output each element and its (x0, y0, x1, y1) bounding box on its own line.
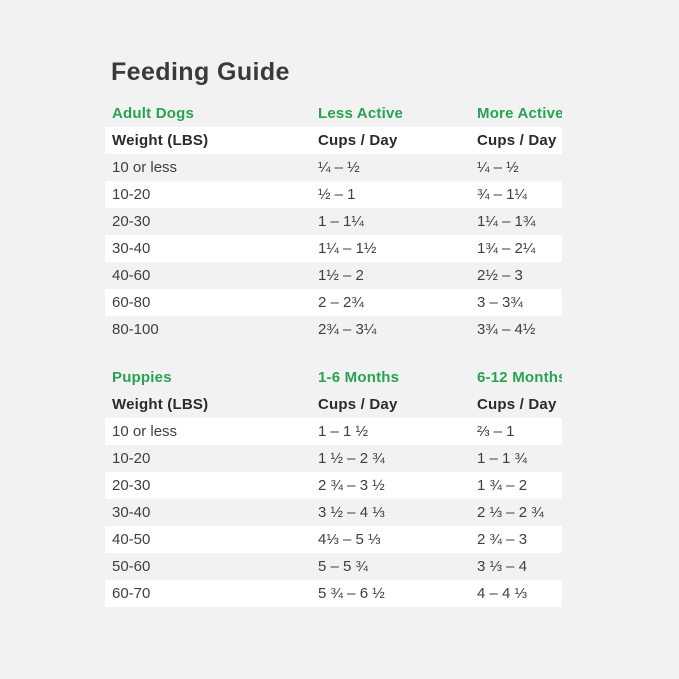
adult-section-header-row: Adult Dogs Less Active More Active (105, 100, 562, 127)
weight-cell: 40-50 (112, 531, 151, 548)
weight-cell: 20-30 (112, 477, 151, 494)
cups-cell: 3 – 3¾ (477, 294, 523, 311)
cups-cell: 2 ⅓ – 2 ¾ (477, 504, 544, 521)
weight-cell: 30-40 (112, 240, 151, 257)
table-row: 80-100 2¾ – 3¼ 3¾ – 4½ (105, 316, 562, 343)
cups-column-header: Cups / Day (477, 132, 557, 149)
cups-cell: ¼ – ½ (477, 159, 519, 176)
cups-cell: 1 – 1 ¾ (477, 450, 528, 467)
cups-cell: 1¼ – 1¾ (477, 213, 536, 230)
table-row: 40-50 4⅓ – 5 ⅓ 2 ¾ – 3 (105, 526, 562, 553)
puppy-column-header-row: Weight (LBS) Cups / Day Cups / Day (105, 391, 562, 418)
cups-cell: 1¼ – 1½ (318, 240, 377, 257)
table-row: 10-20 ½ – 1 ¾ – 1¼ (105, 181, 562, 208)
table-row: 20-30 1 – 1¼ 1¼ – 1¾ (105, 208, 562, 235)
cups-cell: 3 ½ – 4 ⅓ (318, 504, 385, 521)
table-row: 10-20 1 ½ – 2 ¾ 1 – 1 ¾ (105, 445, 562, 472)
cups-cell: 1½ – 2 (318, 267, 364, 284)
cups-cell: 4⅓ – 5 ⅓ (318, 531, 381, 548)
cups-cell: 2½ – 3 (477, 267, 523, 284)
table-row: 30-40 3 ½ – 4 ⅓ 2 ⅓ – 2 ¾ (105, 499, 562, 526)
weight-column-header: Weight (LBS) (112, 396, 209, 413)
table-row: 10 or less ¼ – ½ ¼ – ½ (105, 154, 562, 181)
weight-cell: 10-20 (112, 186, 151, 203)
table-row: 10 or less 1 – 1 ½ ⅔ – 1 (105, 418, 562, 445)
weight-cell: 60-70 (112, 585, 151, 602)
puppy-section-title: Puppies (112, 369, 172, 386)
weight-cell: 40-60 (112, 267, 151, 284)
weight-cell: 50-60 (112, 558, 151, 575)
cups-cell: 2 – 2¾ (318, 294, 364, 311)
cups-cell: ¼ – ½ (318, 159, 360, 176)
cups-cell: 3 ⅓ – 4 (477, 558, 528, 575)
adult-dogs-table: Adult Dogs Less Active More Active Weigh… (105, 100, 562, 343)
months-6-12-header: 6-12 Months (477, 369, 562, 386)
cups-cell: ⅔ – 1 (477, 423, 515, 440)
cups-cell: 2 ¾ – 3 (477, 531, 528, 548)
table-row: 40-60 1½ – 2 2½ – 3 (105, 262, 562, 289)
cups-cell: 2 ¾ – 3 ½ (318, 477, 385, 494)
adult-section-title: Adult Dogs (112, 105, 194, 122)
cups-cell: 1 – 1¼ (318, 213, 364, 230)
weight-cell: 30-40 (112, 504, 151, 521)
cups-cell: 3¾ – 4½ (477, 321, 536, 338)
more-active-header: More Active (477, 105, 562, 122)
table-row: 60-80 2 – 2¾ 3 – 3¾ (105, 289, 562, 316)
weight-cell: 20-30 (112, 213, 151, 230)
cups-column-header: Cups / Day (318, 396, 398, 413)
cups-cell: 5 ¾ – 6 ½ (318, 585, 385, 602)
cups-cell: 5 – 5 ¾ (318, 558, 369, 575)
table-row: 30-40 1¼ – 1½ 1¾ – 2¼ (105, 235, 562, 262)
weight-cell: 60-80 (112, 294, 151, 311)
weight-cell: 80-100 (112, 321, 159, 338)
cups-cell: 1 – 1 ½ (318, 423, 369, 440)
puppies-table: Puppies 1-6 Months 6-12 Months Weight (L… (105, 364, 562, 607)
weight-cell: 10 or less (112, 159, 178, 176)
weight-column-header: Weight (LBS) (112, 132, 209, 149)
cups-cell: 1 ¾ – 2 (477, 477, 528, 494)
weight-cell: 10-20 (112, 450, 151, 467)
cups-cell: 2¾ – 3¼ (318, 321, 377, 338)
cups-cell: ½ – 1 (318, 186, 356, 203)
table-row: 20-30 2 ¾ – 3 ½ 1 ¾ – 2 (105, 472, 562, 499)
table-row: 60-70 5 ¾ – 6 ½ 4 – 4 ⅓ (105, 580, 562, 607)
cups-cell: ¾ – 1¼ (477, 186, 528, 203)
less-active-header: Less Active (318, 105, 404, 122)
table-row: 50-60 5 – 5 ¾ 3 ⅓ – 4 (105, 553, 562, 580)
puppy-section-header-row: Puppies 1-6 Months 6-12 Months (105, 364, 562, 391)
adult-column-header-row: Weight (LBS) Cups / Day Cups / Day (105, 127, 562, 154)
cups-column-header: Cups / Day (477, 396, 557, 413)
cups-cell: 1¾ – 2¼ (477, 240, 536, 257)
cups-cell: 4 – 4 ⅓ (477, 585, 528, 602)
page-title: Feeding Guide (111, 58, 290, 86)
cups-column-header: Cups / Day (318, 132, 398, 149)
months-1-6-header: 1-6 Months (318, 369, 400, 386)
cups-cell: 1 ½ – 2 ¾ (318, 450, 385, 467)
weight-cell: 10 or less (112, 423, 178, 440)
